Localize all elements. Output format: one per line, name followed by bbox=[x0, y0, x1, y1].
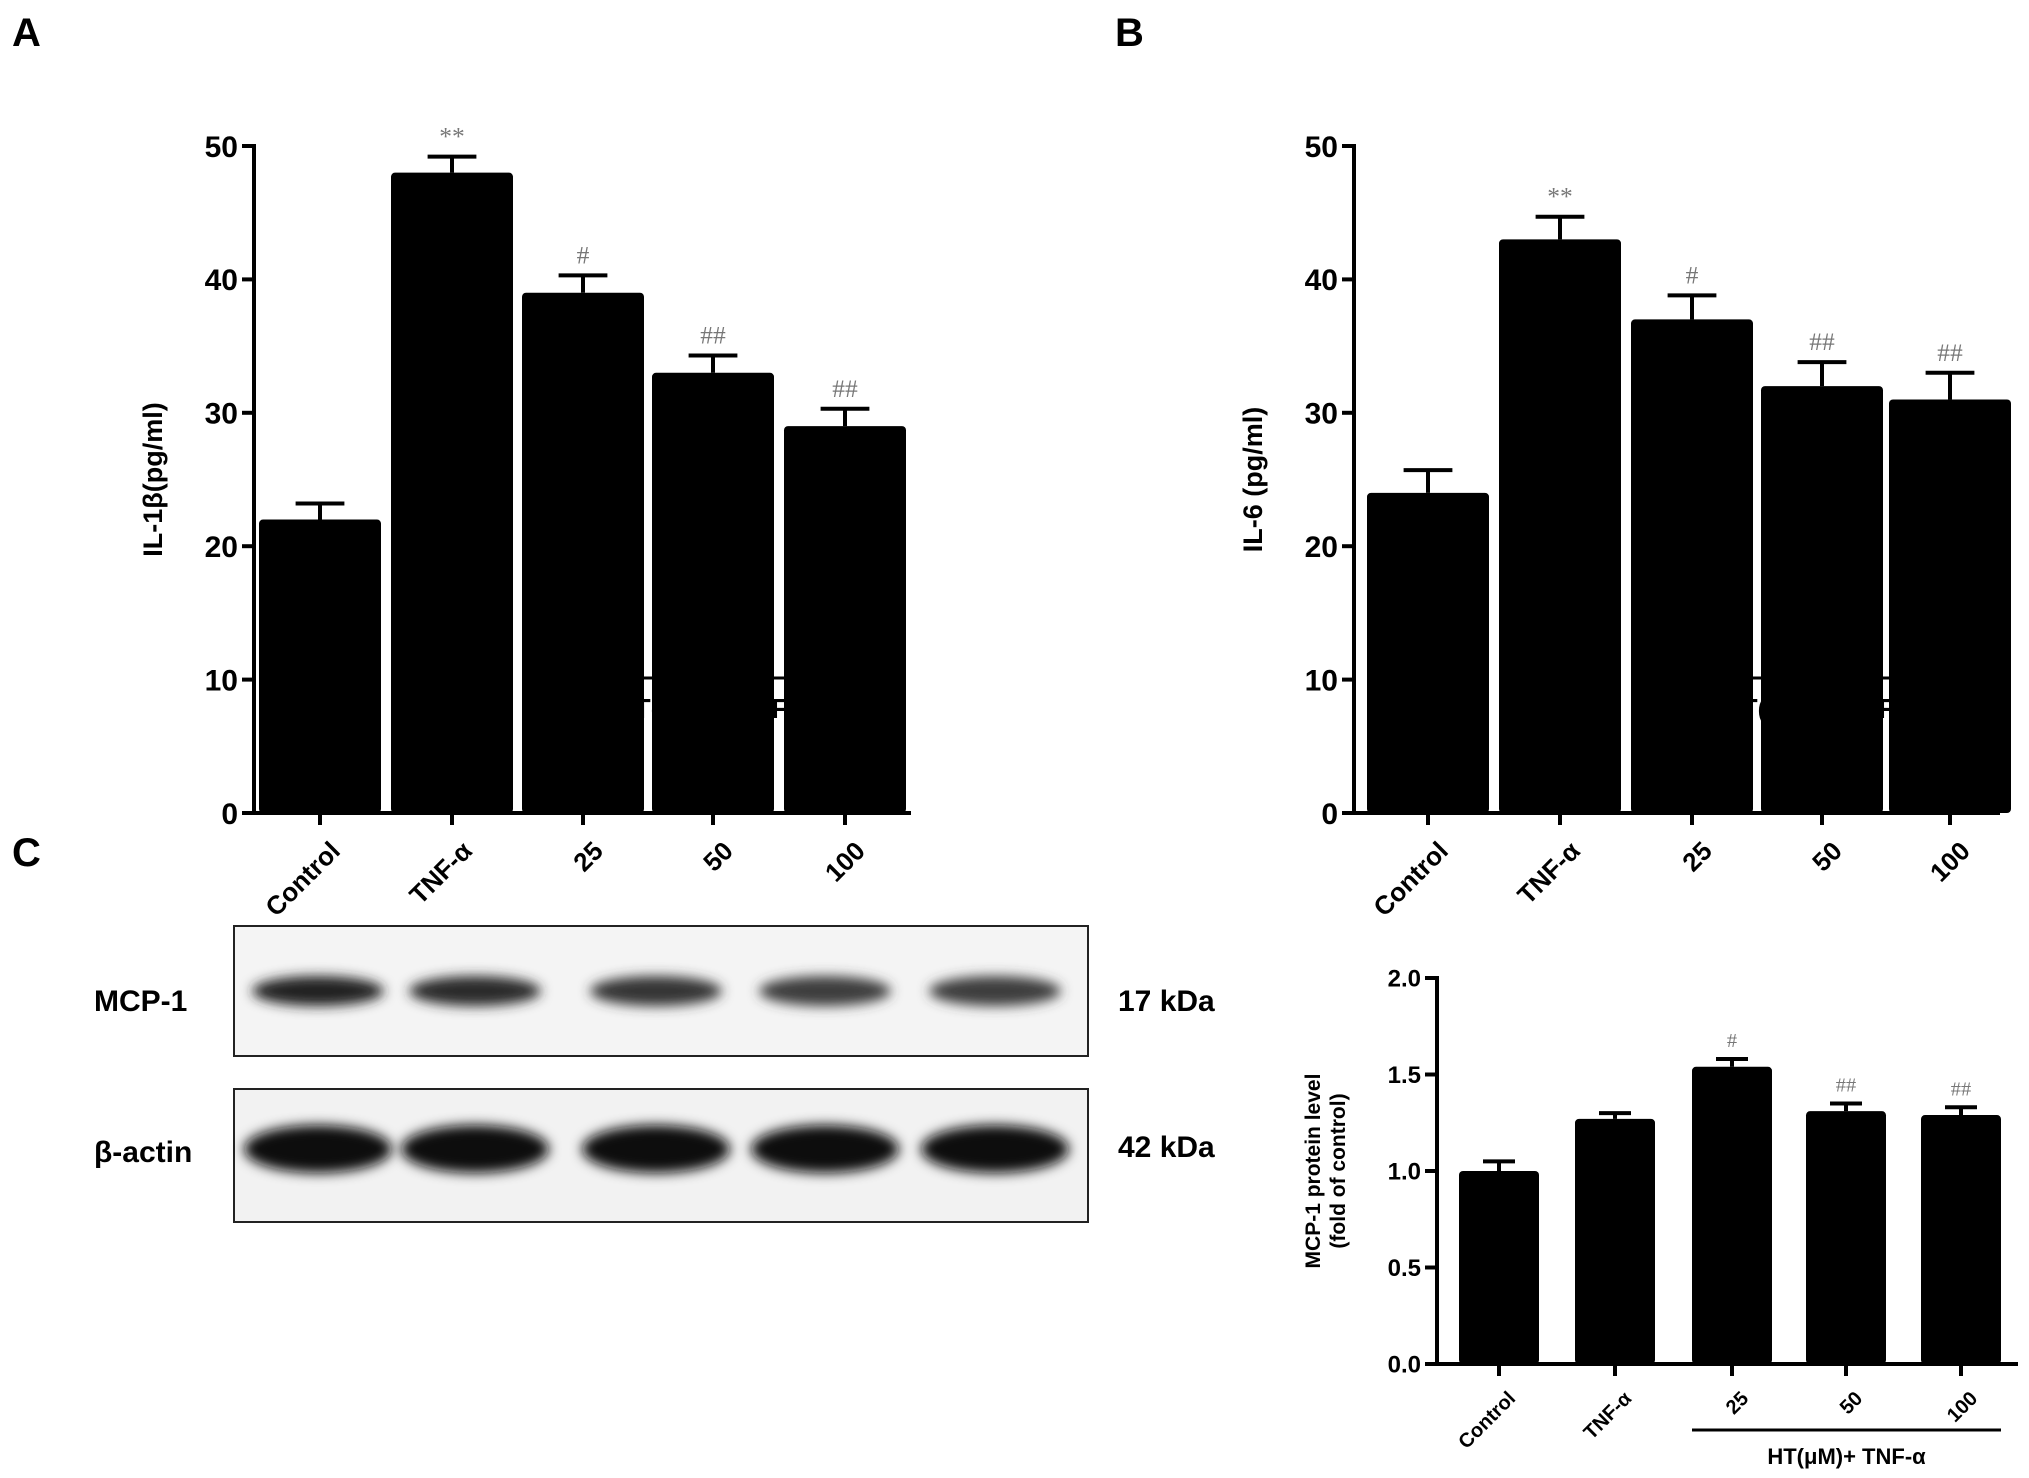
significance-marker: ## bbox=[832, 374, 858, 403]
panel-label-c: C bbox=[12, 831, 41, 875]
group-label: HT(μM)+ TNF-α bbox=[613, 693, 815, 724]
blot-size-actin: 42 kDa bbox=[1118, 1131, 1215, 1164]
band-actin bbox=[244, 1125, 392, 1173]
y-tick-label: 30 bbox=[1305, 398, 1338, 431]
chart-mcp1: 0.0 0.5 1.0 1.5 2.0 MCP-1 protein level (fold … bbox=[1302, 966, 2018, 1469]
x-tick-label: 100 bbox=[1924, 836, 1976, 888]
significance-marker: ## bbox=[1836, 1074, 1856, 1096]
significance-marker: ** bbox=[439, 122, 465, 151]
bar bbox=[1631, 319, 1753, 813]
bar bbox=[391, 172, 513, 813]
blot-label-mcp1: MCP-1 bbox=[94, 985, 187, 1018]
panel-label-b: B bbox=[1115, 11, 1144, 55]
x-tick-label: Control bbox=[259, 836, 346, 923]
significance-marker: ## bbox=[1951, 1078, 1971, 1100]
band-actin bbox=[401, 1125, 549, 1173]
group-label: HT(μM)+ TNF-α bbox=[1720, 693, 1922, 724]
blot-label-actin: β-actin bbox=[94, 1136, 192, 1169]
bar bbox=[1889, 399, 2011, 813]
group-label: HT(μM)+ TNF-α bbox=[1767, 1444, 1926, 1469]
bar bbox=[652, 372, 774, 813]
y-tick-label: 20 bbox=[205, 531, 238, 564]
y-tick-label: 0.5 bbox=[1388, 1255, 1421, 1282]
band-mcp1 bbox=[759, 976, 891, 1006]
bar bbox=[1575, 1118, 1655, 1364]
significance-marker: # bbox=[1727, 1030, 1737, 1052]
chart-il1b: 0 10 20 30 40 50 IL-1β(pg/ml) Control ** TNF-α #25… bbox=[138, 122, 911, 923]
x-tick-label: 50 bbox=[1806, 836, 1848, 878]
band-actin bbox=[921, 1125, 1069, 1173]
x-tick-label: 50 bbox=[697, 836, 739, 878]
bar bbox=[1806, 1111, 1886, 1364]
y-tick-label: 10 bbox=[205, 664, 238, 697]
x-tick-label: TNF-α bbox=[403, 836, 477, 910]
chart-il6: 0 10 20 30 40 50 IL-6 (pg/ml) Control ** TNF-α #25… bbox=[1238, 131, 2011, 922]
bar bbox=[1921, 1115, 2001, 1364]
y-axis-label: IL-6 (pg/ml) bbox=[1238, 407, 1268, 552]
band-mcp1 bbox=[252, 976, 384, 1006]
y-tick-label: 0 bbox=[221, 798, 238, 831]
y-tick-label: 50 bbox=[1305, 131, 1338, 164]
y-tick-label: 10 bbox=[1305, 664, 1338, 697]
x-tick-label: 25 bbox=[1676, 836, 1718, 878]
y-axis-label: IL-1β(pg/ml) bbox=[138, 402, 168, 556]
x-tick-label: 100 bbox=[819, 836, 871, 888]
bar bbox=[1692, 1066, 1772, 1364]
y-tick-label: 20 bbox=[1305, 531, 1338, 564]
x-tick-label: 50 bbox=[1836, 1388, 1867, 1419]
bar bbox=[784, 426, 906, 813]
bar bbox=[1761, 386, 1883, 813]
x-tick-label: Control bbox=[1367, 836, 1454, 923]
x-tick-label: Control bbox=[1454, 1388, 1520, 1454]
y-tick-label: 50 bbox=[205, 131, 238, 164]
bar bbox=[1367, 492, 1489, 813]
y-tick-label: 40 bbox=[205, 264, 238, 297]
x-tick-label: 25 bbox=[567, 836, 609, 878]
x-tick-label: TNF-α bbox=[1511, 836, 1585, 910]
x-tick-label: TNF-α bbox=[1580, 1387, 1637, 1444]
significance-marker: ## bbox=[700, 320, 726, 349]
y-axis-label: (fold of control) bbox=[1327, 1093, 1350, 1248]
y-tick-label: 2.0 bbox=[1388, 966, 1421, 993]
band-actin bbox=[751, 1125, 899, 1173]
blot-size-mcp1: 17 kDa bbox=[1118, 985, 1215, 1018]
band-mcp1 bbox=[590, 976, 722, 1006]
significance-marker: # bbox=[1686, 260, 1699, 289]
band-mcp1 bbox=[929, 976, 1061, 1006]
bar bbox=[259, 519, 381, 813]
bar bbox=[1459, 1171, 1539, 1364]
significance-marker: ** bbox=[1547, 182, 1573, 211]
significance-marker: ## bbox=[1937, 338, 1963, 367]
y-tick-label: 1.5 bbox=[1388, 1062, 1421, 1089]
x-tick-label: 25 bbox=[1722, 1388, 1753, 1419]
western-blot: MCP-1 β-actin 17 kDa 42 kDa bbox=[94, 925, 1215, 1223]
y-tick-label: 40 bbox=[1305, 264, 1338, 297]
y-tick-label: 1.0 bbox=[1388, 1159, 1421, 1186]
band-mcp1 bbox=[409, 976, 541, 1006]
y-tick-label: 0 bbox=[1321, 798, 1338, 831]
bar bbox=[522, 292, 644, 813]
bar bbox=[1499, 239, 1621, 813]
significance-marker: ## bbox=[1809, 327, 1835, 356]
significance-marker: # bbox=[577, 240, 590, 269]
y-tick-label: 30 bbox=[205, 398, 238, 431]
panel-label-a: A bbox=[12, 11, 41, 55]
x-tick-label: 100 bbox=[1943, 1388, 1982, 1427]
y-axis-label: MCP-1 protein level bbox=[1302, 1074, 1325, 1269]
band-actin bbox=[582, 1125, 730, 1173]
y-tick-label: 0.0 bbox=[1388, 1352, 1421, 1379]
